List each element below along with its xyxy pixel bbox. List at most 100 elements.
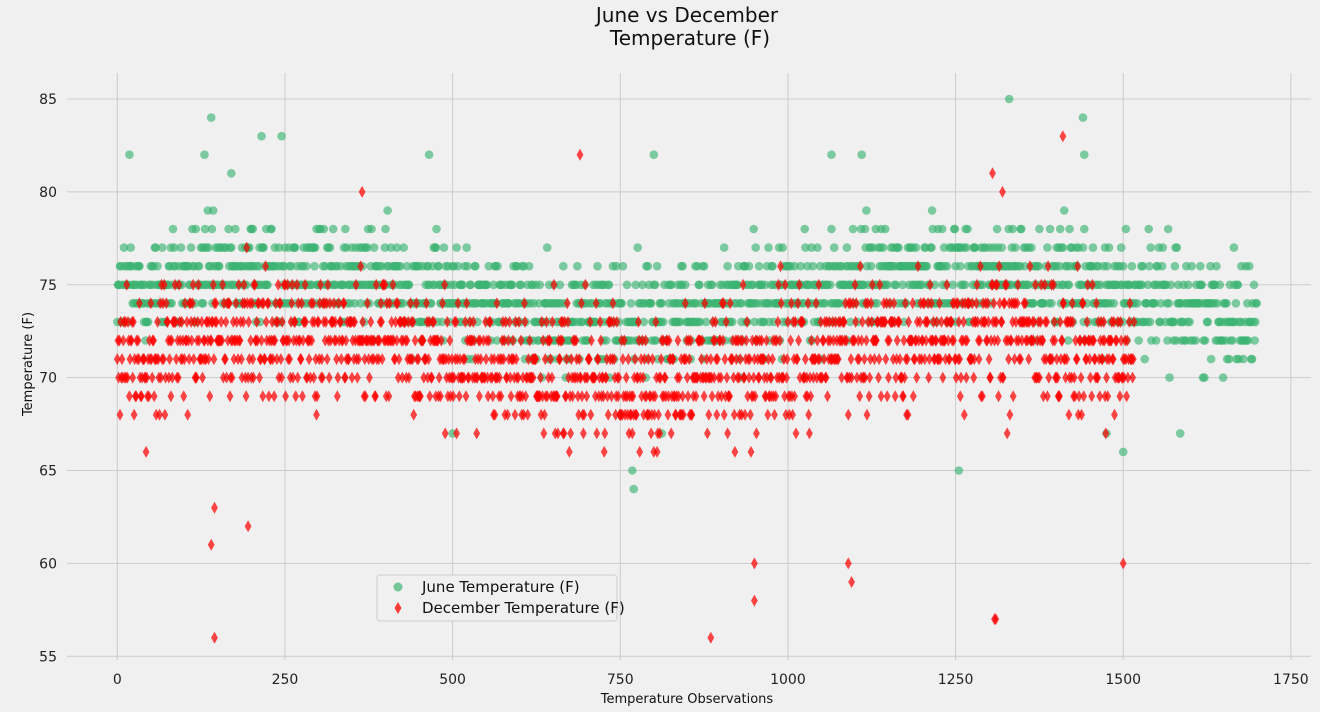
- june-point: [186, 243, 196, 252]
- december-point: [783, 353, 791, 366]
- december-point: [995, 390, 1002, 403]
- december-point: [333, 353, 340, 366]
- june-point: [325, 243, 335, 252]
- june-point: [1078, 243, 1088, 252]
- december-point: [357, 260, 365, 273]
- december-point: [322, 315, 330, 328]
- december-point: [284, 278, 291, 291]
- december-point: [1014, 278, 1022, 291]
- december-point: [600, 390, 607, 403]
- june-point: [227, 169, 236, 178]
- june-point: [1191, 336, 1200, 345]
- december-point: [1030, 315, 1038, 328]
- december-point: [410, 408, 418, 421]
- december-point: [506, 371, 514, 384]
- december-point: [259, 390, 267, 403]
- december-point: [960, 408, 968, 421]
- december-point: [240, 315, 247, 328]
- june-point: [398, 299, 408, 308]
- legend-box: [376, 574, 618, 622]
- june-point: [555, 280, 565, 290]
- december-point: [188, 334, 196, 347]
- december-point: [286, 353, 293, 366]
- december-point: [553, 390, 561, 403]
- december-point: [956, 353, 963, 366]
- december-point: [753, 427, 760, 440]
- december-point: [167, 390, 175, 403]
- december-point: [791, 315, 799, 328]
- december-point: [409, 353, 416, 366]
- june-point: [489, 280, 498, 290]
- december-point: [156, 408, 163, 421]
- december-point: [705, 408, 713, 421]
- december-point: [868, 315, 876, 328]
- june-point: [535, 280, 545, 290]
- june-point: [956, 261, 965, 271]
- december-point: [299, 390, 306, 403]
- december-point: [707, 631, 715, 644]
- december-point: [989, 167, 996, 180]
- december-point: [963, 334, 971, 347]
- december-point: [736, 353, 744, 366]
- december-point: [714, 353, 721, 366]
- june-point: [168, 224, 178, 234]
- june-point: [1144, 224, 1153, 234]
- june-point: [248, 224, 258, 234]
- december-point: [292, 390, 300, 403]
- december-point: [211, 501, 218, 514]
- december-point: [852, 297, 860, 310]
- june-point: [695, 280, 704, 290]
- december-point: [576, 353, 583, 366]
- december-point: [962, 371, 970, 384]
- december-point: [175, 278, 183, 291]
- december-point: [1045, 371, 1053, 384]
- june-point: [1133, 299, 1142, 308]
- december-point: [1037, 315, 1045, 328]
- december-point: [789, 408, 796, 421]
- december-point: [640, 408, 648, 421]
- december-point: [477, 353, 485, 366]
- december-point: [957, 371, 965, 384]
- december-point: [270, 390, 278, 403]
- june-point: [633, 243, 642, 252]
- june-point: [356, 299, 366, 308]
- december-point: [565, 445, 573, 458]
- december-point: [563, 297, 571, 310]
- december-point: [747, 408, 754, 421]
- december-point: [769, 353, 776, 366]
- june-point: [813, 243, 822, 252]
- december-point: [1101, 334, 1108, 347]
- december-point: [140, 353, 148, 366]
- december-point: [683, 371, 691, 384]
- june-point: [1187, 261, 1196, 271]
- y-tick-label: 60: [39, 556, 57, 572]
- december-point: [867, 297, 875, 310]
- december-point: [113, 353, 121, 366]
- december-point: [288, 278, 296, 291]
- december-point: [386, 297, 393, 310]
- december-point: [147, 297, 155, 310]
- y-tick-label: 75: [39, 278, 57, 294]
- december-point: [651, 408, 658, 421]
- december-point: [991, 613, 998, 626]
- december-point: [875, 353, 883, 366]
- december-point: [742, 334, 750, 347]
- december-point: [893, 334, 901, 347]
- december-point: [745, 371, 753, 384]
- december-point: [1043, 315, 1051, 328]
- june-point: [675, 317, 685, 327]
- june-point: [760, 280, 770, 290]
- december-point: [909, 297, 917, 310]
- december-point: [522, 390, 530, 403]
- june-point: [1196, 261, 1205, 271]
- december-point: [511, 408, 519, 421]
- december-point: [679, 408, 687, 421]
- december-point: [504, 408, 511, 421]
- december-point: [134, 334, 142, 347]
- december-point: [763, 334, 770, 347]
- june-point: [224, 224, 233, 234]
- december-point: [245, 315, 253, 328]
- december-point: [855, 353, 863, 366]
- december-point: [896, 353, 904, 366]
- december-point: [549, 315, 556, 328]
